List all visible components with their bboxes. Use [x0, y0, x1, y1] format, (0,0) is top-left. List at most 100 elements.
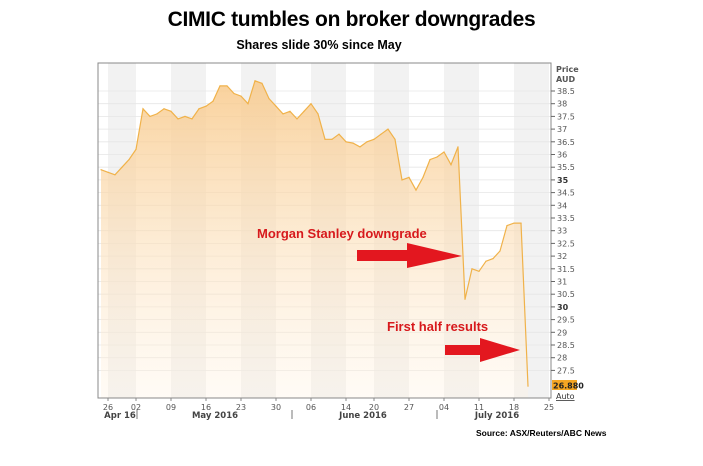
x-tick-label: 04: [439, 403, 449, 412]
data-point: [100, 169, 102, 171]
arrow-right-icon: [445, 338, 520, 362]
data-point: [163, 108, 165, 110]
data-point: [142, 108, 144, 110]
x-tick-label: 09: [166, 403, 176, 412]
y-tick-label: 32.5: [557, 239, 575, 248]
data-point: [184, 115, 186, 117]
x-tick-label: 30: [271, 403, 281, 412]
data-point: [149, 115, 151, 117]
data-point: [303, 110, 305, 112]
y-tick-label: 30: [557, 303, 569, 312]
arrow-right-icon: [357, 243, 462, 268]
y-tick-label: 34.5: [557, 189, 575, 198]
y-tick-label: 36.5: [557, 138, 575, 147]
data-point: [324, 138, 326, 140]
month-label: July 2016: [474, 411, 519, 421]
y-tick-label: 36: [557, 151, 567, 160]
data-point: [282, 113, 284, 115]
data-point: [177, 118, 179, 120]
x-tick-label: 25: [544, 403, 554, 412]
data-point: [394, 138, 396, 140]
data-point: [121, 166, 123, 168]
data-point: [387, 128, 389, 130]
x-tick-label: 14: [341, 403, 351, 412]
data-point: [226, 85, 228, 87]
data-point: [240, 95, 242, 97]
data-point: [380, 133, 382, 135]
x-tick-label: 16: [201, 403, 211, 412]
data-point: [198, 108, 200, 110]
data-point: [128, 158, 130, 161]
x-tick-label: 23: [236, 403, 246, 412]
month-label: June 2016: [338, 411, 387, 421]
y-tick-label: 27.5: [557, 366, 575, 375]
data-point: [429, 158, 431, 161]
x-tick-label: 20: [369, 403, 379, 412]
data-point: [268, 98, 270, 100]
y-axis-label-price: Price: [556, 65, 579, 74]
data-point: [359, 146, 361, 148]
data-point: [408, 176, 410, 178]
x-tick-label: 18: [509, 403, 519, 412]
last-value-badge: [552, 380, 577, 390]
data-point: [205, 105, 207, 107]
data-point: [520, 222, 522, 224]
price-line: [100, 80, 529, 387]
data-point: [107, 171, 109, 173]
data-point: [170, 110, 172, 112]
data-point: [352, 142, 354, 144]
y-tick-label: 38: [557, 100, 567, 109]
data-point: [233, 92, 235, 95]
y-tick-label: 31.5: [557, 265, 575, 274]
data-point: [506, 225, 508, 227]
chart-title: CIMIC tumbles on broker downgrades: [167, 8, 536, 31]
y-axis-label-aud: AUD: [556, 75, 575, 84]
x-tick-label: 11: [474, 403, 484, 412]
data-point: [156, 113, 158, 115]
data-point: [331, 138, 333, 140]
data-point: [443, 151, 445, 153]
data-point: [422, 176, 424, 178]
last-value-label: 26.880: [553, 382, 584, 391]
data-point: [345, 141, 347, 143]
y-tick-label: 33.5: [557, 214, 575, 223]
data-point: [310, 103, 312, 105]
auto-scale-button[interactable]: Auto: [556, 392, 575, 401]
y-tick-label: 28.5: [557, 341, 575, 350]
data-point: [191, 118, 193, 120]
y-tick-label: 35.5: [557, 163, 575, 172]
y-tick-label: 28: [557, 354, 567, 363]
x-tick-label: 02: [131, 403, 141, 412]
data-point: [471, 268, 473, 270]
data-point: [485, 260, 487, 262]
x-tick-label: 27: [404, 403, 414, 412]
price-area: [101, 80, 528, 399]
month-label: Apr 16: [104, 411, 136, 421]
data-point: [415, 189, 417, 191]
source-note: Source: ASX/Reuters/ABC News: [476, 428, 607, 438]
data-point: [436, 156, 438, 158]
y-tick-label: 32: [557, 252, 567, 261]
y-tick-label: 37: [557, 125, 567, 134]
data-point: [135, 148, 137, 151]
y-tick-label: 31: [557, 278, 567, 287]
y-tick-label: 37.5: [557, 112, 575, 121]
data-point: [478, 270, 480, 272]
data-point: [296, 118, 298, 120]
x-tick-label: 26: [103, 403, 113, 412]
y-tick-label: 30.5: [557, 290, 575, 299]
x-tick-label: 06: [306, 403, 316, 412]
y-tick-label: 29: [557, 328, 567, 337]
data-point: [212, 100, 214, 102]
data-point: [247, 103, 249, 105]
y-tick-label: 29.5: [557, 316, 575, 325]
y-tick-label: 34: [557, 201, 567, 210]
data-point: [499, 250, 501, 252]
chart-subtitle: Shares slide 30% since May: [236, 38, 402, 52]
data-point: [366, 141, 368, 143]
annotation-first-half: First half results: [387, 319, 488, 334]
data-point: [114, 174, 116, 176]
annotation-morgan-stanley: Morgan Stanley downgrade: [257, 226, 427, 241]
y-tick-label: 33: [557, 227, 567, 236]
